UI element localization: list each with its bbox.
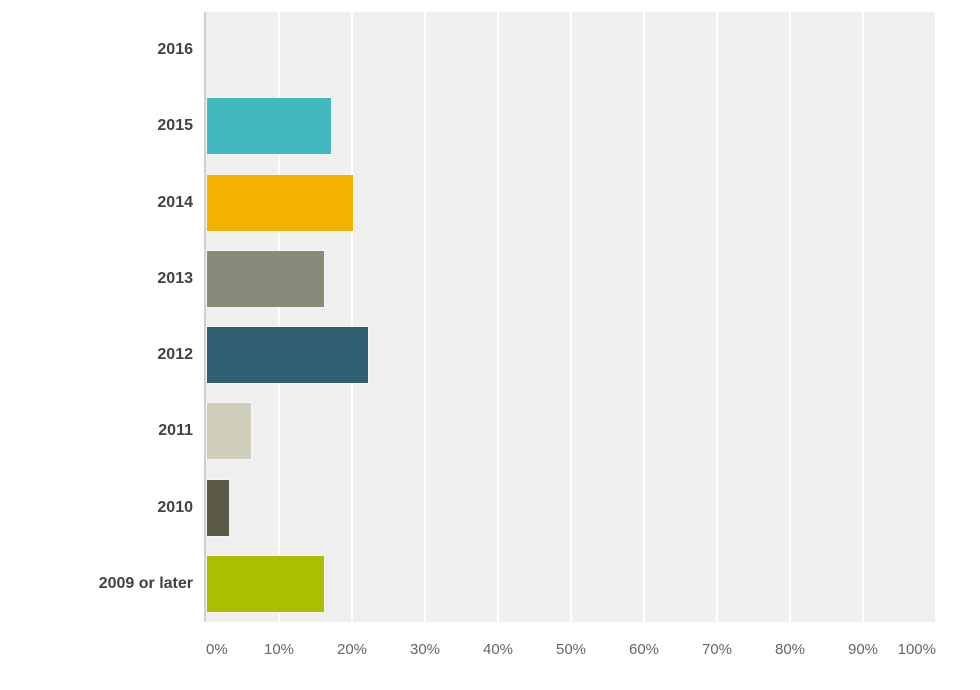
row-label-2014: 2014 — [157, 194, 193, 211]
row-label-2013: 2013 — [157, 270, 193, 287]
plot-area — [206, 12, 937, 622]
row-label-2009-or-later: 2009 or later — [98, 575, 193, 592]
x-tick-20: 20% — [336, 641, 368, 658]
row-label-2012: 2012 — [157, 346, 193, 363]
gridline-90 — [862, 12, 864, 622]
bar-2012 — [207, 327, 368, 383]
gridline-40 — [497, 12, 499, 622]
x-tick-30: 30% — [409, 641, 441, 658]
x-tick-100: 100% — [897, 641, 936, 658]
gridline-80 — [789, 12, 791, 622]
bar-2011 — [207, 403, 251, 459]
row-label-2011: 2011 — [158, 422, 193, 439]
gridline-60 — [643, 12, 645, 622]
x-tick-0: 0% — [206, 641, 228, 658]
x-tick-80: 80% — [774, 641, 806, 658]
gridline-20 — [351, 12, 353, 622]
bar-2015 — [207, 98, 331, 154]
gridline-70 — [716, 12, 718, 622]
bar-2014 — [207, 175, 353, 231]
row-label-2010: 2010 — [157, 499, 193, 516]
bar-2010 — [207, 480, 229, 536]
bar-2009-or-later — [207, 556, 324, 612]
gridline-10 — [278, 12, 280, 622]
x-tick-60: 60% — [628, 641, 660, 658]
y-axis-line — [204, 12, 206, 622]
gridline-50 — [570, 12, 572, 622]
bar-2013 — [207, 251, 324, 307]
gridline-30 — [424, 12, 426, 622]
row-label-2015: 2015 — [157, 117, 193, 134]
gridline-100 — [935, 12, 937, 622]
row-label-2016: 2016 — [157, 41, 193, 58]
x-tick-70: 70% — [701, 641, 733, 658]
x-tick-50: 50% — [555, 641, 587, 658]
x-tick-90: 90% — [847, 641, 879, 658]
x-tick-10: 10% — [263, 641, 295, 658]
x-tick-40: 40% — [482, 641, 514, 658]
